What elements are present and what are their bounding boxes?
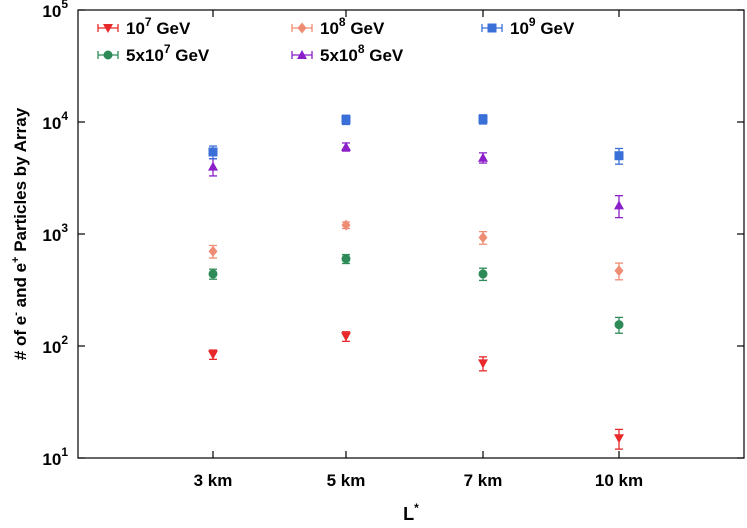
y-tick-label: 102 bbox=[42, 333, 68, 357]
x-axis: 3 km 5 km 7 km 10 km bbox=[194, 10, 643, 490]
y-axis-label: # of e- and e+ Particles by Array bbox=[10, 107, 30, 360]
data-point bbox=[208, 350, 218, 360]
legend-label: 107 GeV bbox=[126, 15, 191, 38]
legend-marker bbox=[297, 50, 307, 59]
y-tick-label: 103 bbox=[42, 221, 68, 245]
series-2 bbox=[208, 219, 624, 281]
data-point bbox=[341, 254, 351, 264]
data-point bbox=[341, 115, 351, 125]
y-tick-label: 101 bbox=[42, 445, 68, 469]
legend-item: 5x108 GeV bbox=[291, 42, 404, 65]
data-point bbox=[208, 245, 218, 257]
legend-label: 108 GeV bbox=[320, 15, 385, 38]
data-point bbox=[614, 200, 624, 210]
legend-label: 5x108 GeV bbox=[320, 42, 404, 65]
data-point bbox=[478, 359, 488, 369]
data-point bbox=[341, 141, 351, 151]
series-1 bbox=[208, 253, 624, 334]
data-point bbox=[478, 114, 488, 124]
legend-label: 5x107 GeV bbox=[126, 42, 210, 65]
legend-item: 5x107 GeV bbox=[97, 42, 210, 65]
legend-marker bbox=[487, 23, 497, 33]
legend-label: 109 GeV bbox=[510, 15, 575, 38]
data-point bbox=[478, 232, 488, 244]
series-3 bbox=[208, 141, 624, 219]
data-point bbox=[478, 269, 488, 279]
data-series bbox=[208, 114, 624, 450]
legend-item: 108 GeV bbox=[291, 15, 385, 38]
x-tick-label: 7 km bbox=[464, 471, 503, 490]
legend-marker bbox=[297, 22, 307, 34]
x-tick-label: 10 km bbox=[595, 471, 643, 490]
series-4 bbox=[208, 114, 624, 165]
data-point bbox=[208, 147, 218, 157]
legend-marker bbox=[103, 50, 113, 60]
x-tick-label: 5 km bbox=[327, 471, 366, 490]
data-point bbox=[614, 320, 624, 330]
series-0 bbox=[208, 331, 624, 450]
data-point bbox=[341, 219, 351, 231]
x-tick-label: 3 km bbox=[194, 471, 233, 490]
y-axis: 101 102 103 104 105 bbox=[42, 0, 744, 469]
x-axis-label: L* bbox=[403, 501, 419, 524]
legend-item: 109 GeV bbox=[481, 15, 575, 38]
legend-item: 107 GeV bbox=[97, 15, 191, 38]
y-tick-label: 105 bbox=[42, 0, 68, 21]
data-point bbox=[208, 269, 218, 279]
data-point bbox=[341, 332, 351, 342]
plot-frame bbox=[77, 9, 745, 459]
data-point bbox=[208, 161, 218, 171]
data-point bbox=[478, 152, 488, 162]
y-tick-label: 104 bbox=[42, 109, 68, 133]
data-point bbox=[614, 434, 624, 444]
legend-marker bbox=[103, 24, 113, 33]
data-point bbox=[614, 151, 624, 161]
data-point bbox=[614, 265, 624, 277]
legend: 107 GeV 5x107 GeV 108 GeV 5x108 GeV 109 GeV bbox=[97, 15, 575, 65]
